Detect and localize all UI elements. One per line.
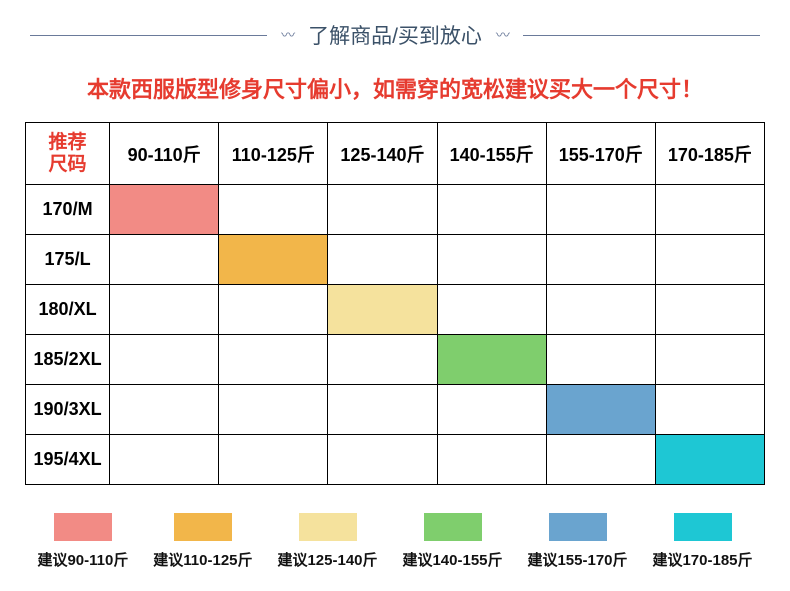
table-cell	[328, 185, 437, 235]
size-fill	[547, 385, 655, 434]
col-header: 140-155斤	[437, 123, 546, 185]
table-cell	[546, 185, 655, 235]
table-cell	[437, 285, 546, 335]
table-cell	[546, 335, 655, 385]
row-label: 180/XL	[26, 285, 110, 335]
table-cell	[219, 335, 328, 385]
table-row: 195/4XL	[26, 435, 765, 485]
size-fill	[219, 235, 327, 284]
table-cell	[110, 335, 219, 385]
table-cell	[437, 435, 546, 485]
table-header-row: 推荐 尺码 90-110斤 110-125斤 125-140斤 140-155斤…	[26, 123, 765, 185]
table-row: 185/2XL	[26, 335, 765, 385]
table-cell	[328, 235, 437, 285]
legend-swatch	[174, 513, 232, 541]
table-cell	[546, 235, 655, 285]
table-row: 190/3XL	[26, 385, 765, 435]
size-fill	[656, 435, 764, 484]
legend-label: 建议110-125斤	[153, 549, 252, 570]
flourish-right: 〰	[496, 25, 509, 45]
legend-swatch	[299, 513, 357, 541]
corner-line2: 尺码	[26, 154, 109, 176]
row-label: 185/2XL	[26, 335, 110, 385]
warning-text: 本款西服版型修身尺寸偏小，如需穿的宽松建议买大一个尺寸！	[0, 60, 790, 122]
table-cell	[546, 285, 655, 335]
table-row: 175/L	[26, 235, 765, 285]
legend-swatch	[424, 513, 482, 541]
col-header: 125-140斤	[328, 123, 437, 185]
table-cell	[655, 185, 764, 235]
table-cell	[219, 185, 328, 235]
legend-item: 建议140-155斤	[402, 513, 502, 570]
legend-label: 建议90-110斤	[37, 549, 128, 570]
col-header: 90-110斤	[110, 123, 219, 185]
col-header: 155-170斤	[546, 123, 655, 185]
table-cell	[655, 235, 764, 285]
table-cell	[655, 335, 764, 385]
table-row: 170/M	[26, 185, 765, 235]
table-cell	[437, 335, 546, 385]
row-label: 170/M	[26, 185, 110, 235]
col-header: 170-185斤	[655, 123, 764, 185]
legend-item: 建议125-140斤	[277, 513, 377, 570]
flourish-left: 〰	[281, 25, 294, 45]
table-cell	[110, 385, 219, 435]
corner-line1: 推荐	[26, 132, 109, 154]
table-cell	[546, 385, 655, 435]
size-fill	[110, 185, 218, 234]
table-cell	[655, 385, 764, 435]
size-table: 推荐 尺码 90-110斤 110-125斤 125-140斤 140-155斤…	[25, 122, 765, 485]
legend-item: 建议155-170斤	[527, 513, 627, 570]
legend-swatch	[549, 513, 607, 541]
header-title: 了解商品/买到放心	[308, 20, 482, 50]
table-cell	[110, 185, 219, 235]
table-cell	[437, 385, 546, 435]
legend-swatch	[674, 513, 732, 541]
divider-left	[30, 35, 267, 36]
row-label: 175/L	[26, 235, 110, 285]
row-label: 195/4XL	[26, 435, 110, 485]
table-cell	[328, 385, 437, 435]
table-cell	[110, 285, 219, 335]
table-cell	[655, 285, 764, 335]
table-cell	[546, 435, 655, 485]
legend: 建议90-110斤 建议110-125斤 建议125-140斤 建议140-155斤 建…	[0, 485, 790, 570]
col-header: 110-125斤	[219, 123, 328, 185]
table-cell	[219, 235, 328, 285]
size-fill	[438, 335, 546, 384]
size-fill	[328, 285, 436, 334]
divider-right	[523, 35, 760, 36]
table-cell	[110, 435, 219, 485]
table-cell	[328, 335, 437, 385]
table-cell	[328, 285, 437, 335]
row-label: 190/3XL	[26, 385, 110, 435]
table-cell	[219, 285, 328, 335]
legend-item: 建议90-110斤	[37, 513, 128, 570]
table-cell	[437, 185, 546, 235]
table-cell	[219, 385, 328, 435]
legend-swatch	[54, 513, 112, 541]
corner-header: 推荐 尺码	[26, 123, 110, 185]
legend-label: 建议140-155斤	[402, 549, 502, 570]
legend-label: 建议155-170斤	[527, 549, 627, 570]
section-header: 〰 了解商品/买到放心 〰	[0, 0, 790, 60]
table-cell	[219, 435, 328, 485]
table-cell	[328, 435, 437, 485]
legend-item: 建议110-125斤	[153, 513, 252, 570]
table-row: 180/XL	[26, 285, 765, 335]
table-cell	[110, 235, 219, 285]
legend-item: 建议170-185斤	[652, 513, 752, 570]
table-cell	[437, 235, 546, 285]
legend-label: 建议125-140斤	[277, 549, 377, 570]
table-cell	[655, 435, 764, 485]
legend-label: 建议170-185斤	[652, 549, 752, 570]
